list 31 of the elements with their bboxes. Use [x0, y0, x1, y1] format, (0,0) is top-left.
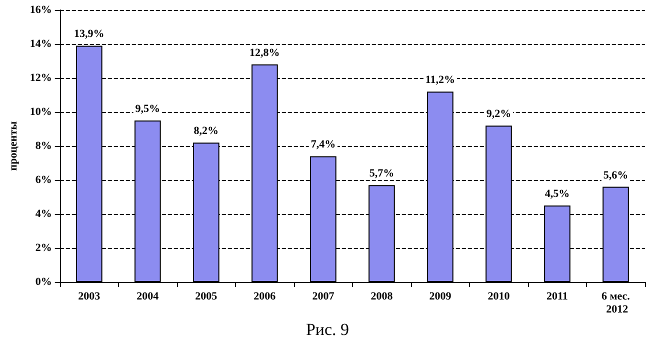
- data-label: 9,2%: [486, 108, 512, 120]
- y-tick-label: 12%: [30, 72, 52, 84]
- x-tick-label: 2011: [546, 290, 568, 302]
- x-tick-label: 2007: [312, 290, 335, 302]
- y-tick-label: 6%: [35, 174, 52, 186]
- y-tick-label: 2%: [35, 242, 52, 254]
- data-label: 7,4%: [310, 138, 336, 151]
- data-label: 5,6%: [603, 169, 628, 182]
- y-tick-label: 14%: [30, 38, 52, 50]
- data-label: 11,2%: [425, 74, 456, 86]
- x-tick-label: 2004: [136, 290, 160, 302]
- y-tick-label: 8%: [35, 140, 52, 152]
- x-tick-label: 2006: [254, 290, 276, 302]
- x-tick-label: 2008: [370, 290, 394, 302]
- text: Рис. 9: [306, 320, 350, 339]
- y-axis-title: проценты: [8, 120, 20, 171]
- x-tick-label: 2005: [195, 290, 218, 302]
- x-tick-label: 2009: [429, 290, 452, 302]
- data-label: 8,2%: [194, 125, 219, 138]
- x-tick-label: 6 мес. 2012: [602, 290, 630, 316]
- x-tick-label: 2003: [78, 290, 101, 302]
- x-tick-label: 2010: [488, 290, 510, 302]
- y-tick-label: 4%: [35, 208, 52, 220]
- data-label: 4,5%: [544, 188, 570, 200]
- data-label: 13,9%: [74, 28, 104, 40]
- y-tick-label: 10%: [30, 106, 52, 118]
- y-tick-label: 16%: [30, 4, 52, 16]
- y-tick-label: 0%: [35, 276, 52, 288]
- data-label: 5,7%: [369, 168, 394, 180]
- data-label: 9,5%: [135, 103, 160, 115]
- data-label: 12,8%: [250, 46, 280, 59]
